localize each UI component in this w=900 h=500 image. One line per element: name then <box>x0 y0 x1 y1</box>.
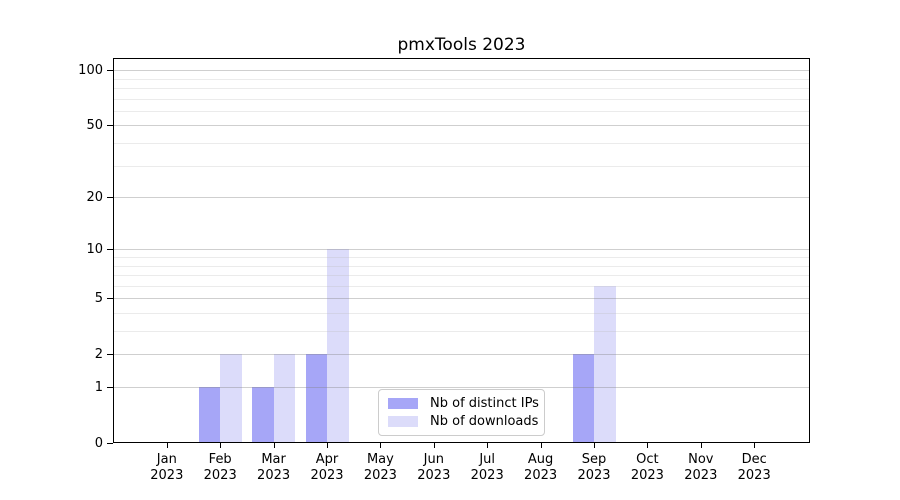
gridline-major-5 <box>113 298 810 300</box>
legend-label-distinct-ips: Nb of distinct IPs <box>430 396 539 411</box>
bar-distinct-ips-feb <box>198 387 221 443</box>
bar-downloads-feb <box>220 354 242 443</box>
x-tick-mark-may <box>380 443 382 448</box>
legend-row-distinct-ips: Nb of distinct IPs <box>388 396 539 411</box>
bar-downloads-mar <box>273 354 296 443</box>
x-tick-mark-feb <box>220 443 222 448</box>
x-tick-label-jan: Jan 2023 <box>150 452 184 483</box>
gridline-major-100 <box>113 70 810 72</box>
bar-downloads-apr <box>327 249 349 443</box>
x-tick-label-sep: Sep 2023 <box>577 452 611 483</box>
y-tick-label-20: 20 <box>86 189 103 205</box>
gridline-minor-80 <box>113 88 810 89</box>
x-axis-line <box>113 442 810 443</box>
y-tick-label-1: 1 <box>94 379 103 395</box>
gridline-minor-90 <box>113 78 810 80</box>
plot-area: Nb of distinct IPs Nb of downloads <box>113 58 810 443</box>
x-tick-label-may: May 2023 <box>363 452 397 483</box>
x-tick-label-oct: Oct 2023 <box>630 452 664 483</box>
y-axis-line <box>113 58 114 443</box>
y-tick-mark-20 <box>107 197 113 199</box>
x-tick-label-feb: Feb 2023 <box>203 452 237 483</box>
y-tick-mark-2 <box>107 354 113 356</box>
y-tick-mark-1 <box>107 387 113 388</box>
gridline-major-2 <box>113 354 810 356</box>
plot-border-top <box>113 58 810 59</box>
bar-distinct-ips-sep <box>572 354 594 443</box>
legend-label-downloads: Nb of downloads <box>430 414 539 429</box>
chart-title: pmxTools 2023 <box>397 35 526 55</box>
gridline-minor-6 <box>113 285 810 287</box>
legend-row-downloads: Nb of downloads <box>388 414 539 429</box>
x-tick-mark-apr <box>327 443 328 448</box>
x-tick-label-jun: Jun 2023 <box>417 452 451 483</box>
gridline-minor-4 <box>113 313 810 314</box>
x-tick-mark-dec <box>754 443 756 448</box>
y-tick-label-10: 10 <box>86 241 103 257</box>
x-tick-label-mar: Mar 2023 <box>257 452 291 483</box>
gridline-minor-9 <box>113 257 810 258</box>
legend-swatch-distinct-ips <box>388 398 418 409</box>
gridline-minor-40 <box>113 143 810 144</box>
x-tick-mark-mar <box>273 443 275 448</box>
x-tick-label-aug: Aug 2023 <box>524 452 558 483</box>
gridline-major-50 <box>113 125 810 127</box>
y-tick-mark-10 <box>107 249 113 251</box>
x-tick-label-jul: Jul 2023 <box>470 452 504 483</box>
gridline-minor-60 <box>113 110 810 112</box>
x-tick-mark-jan <box>166 443 168 448</box>
y-tick-mark-0 <box>107 443 113 444</box>
x-tick-mark-oct <box>647 443 649 448</box>
y-tick-mark-5 <box>107 298 113 300</box>
bar-downloads-sep <box>594 285 616 443</box>
bar-distinct-ips-mar <box>252 387 274 443</box>
y-tick-label-2: 2 <box>94 346 103 362</box>
x-tick-mark-jul <box>487 443 489 448</box>
gridline-major-1 <box>113 387 810 388</box>
gridline-major-20 <box>113 197 810 199</box>
y-tick-label-0: 0 <box>94 435 103 451</box>
y-tick-mark-50 <box>107 125 113 127</box>
legend-swatch-downloads <box>388 416 418 427</box>
x-tick-mark-sep <box>594 443 595 448</box>
gridline-minor-30 <box>113 165 810 167</box>
gridline-major-10 <box>113 249 810 251</box>
x-tick-mark-nov <box>700 443 702 448</box>
gridline-minor-8 <box>113 265 810 267</box>
bar-distinct-ips-apr <box>305 354 327 443</box>
plot-border-right <box>809 58 810 443</box>
gridline-minor-7 <box>113 275 810 276</box>
y-tick-label-50: 50 <box>86 117 103 133</box>
x-tick-label-dec: Dec 2023 <box>737 452 771 483</box>
y-tick-label-100: 100 <box>78 62 103 78</box>
x-tick-label-nov: Nov 2023 <box>684 452 718 483</box>
y-tick-mark-100 <box>107 70 113 72</box>
x-tick-label-apr: Apr 2023 <box>310 452 344 483</box>
gridline-minor-3 <box>113 331 810 332</box>
x-tick-mark-aug <box>540 443 542 448</box>
x-tick-mark-jun <box>433 443 435 448</box>
gridline-minor-70 <box>113 98 810 100</box>
y-tick-label-5: 5 <box>94 290 103 306</box>
legend: Nb of distinct IPs Nb of downloads <box>378 389 545 436</box>
